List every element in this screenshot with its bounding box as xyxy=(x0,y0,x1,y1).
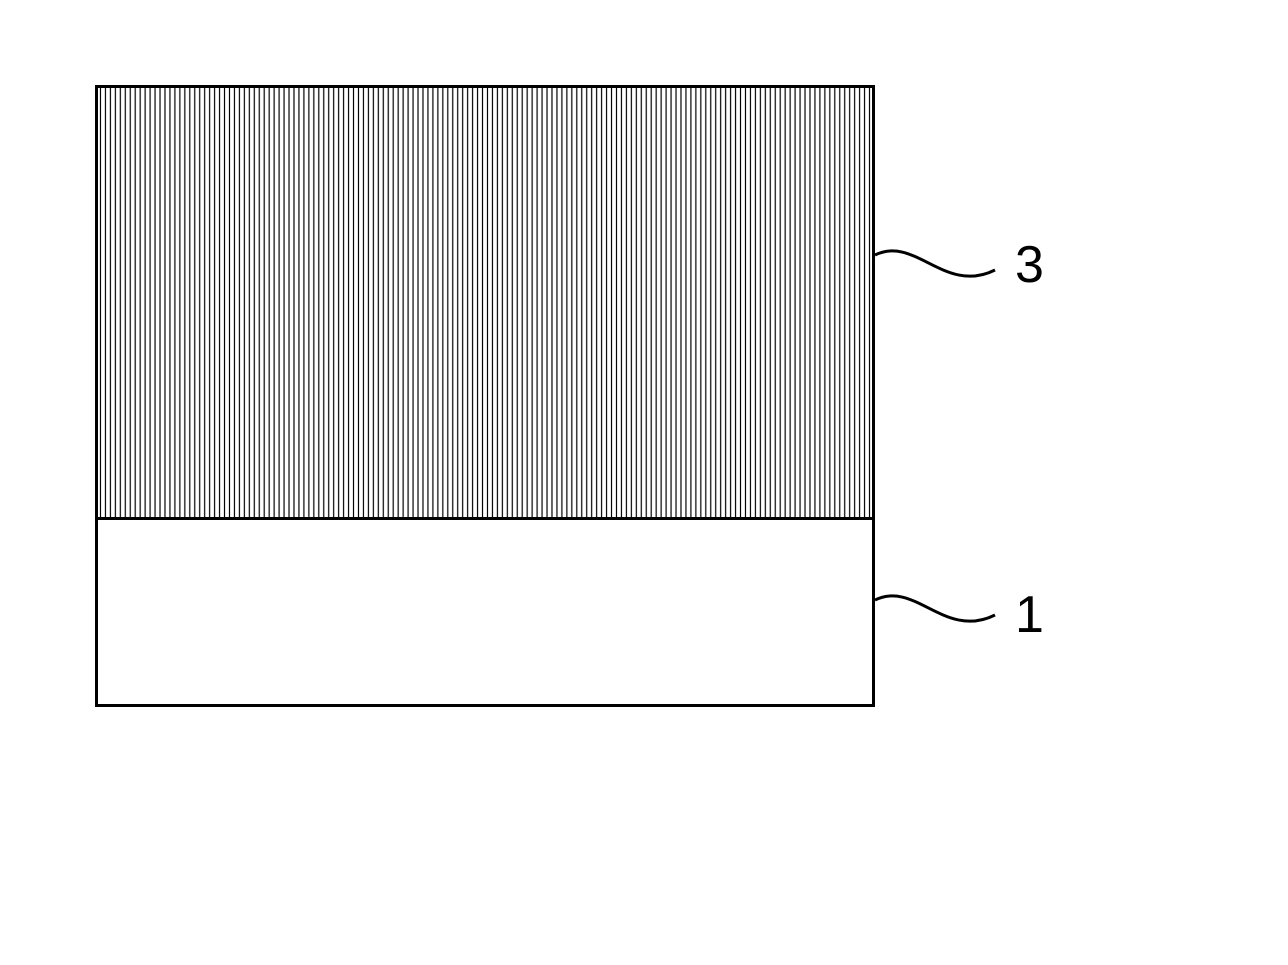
layer-top xyxy=(95,85,875,520)
vertical-hatch-pattern xyxy=(98,88,872,517)
callout-label-3: 3 xyxy=(1015,235,1044,295)
layer-bottom xyxy=(95,517,875,707)
callout-label-1: 1 xyxy=(1015,585,1044,645)
